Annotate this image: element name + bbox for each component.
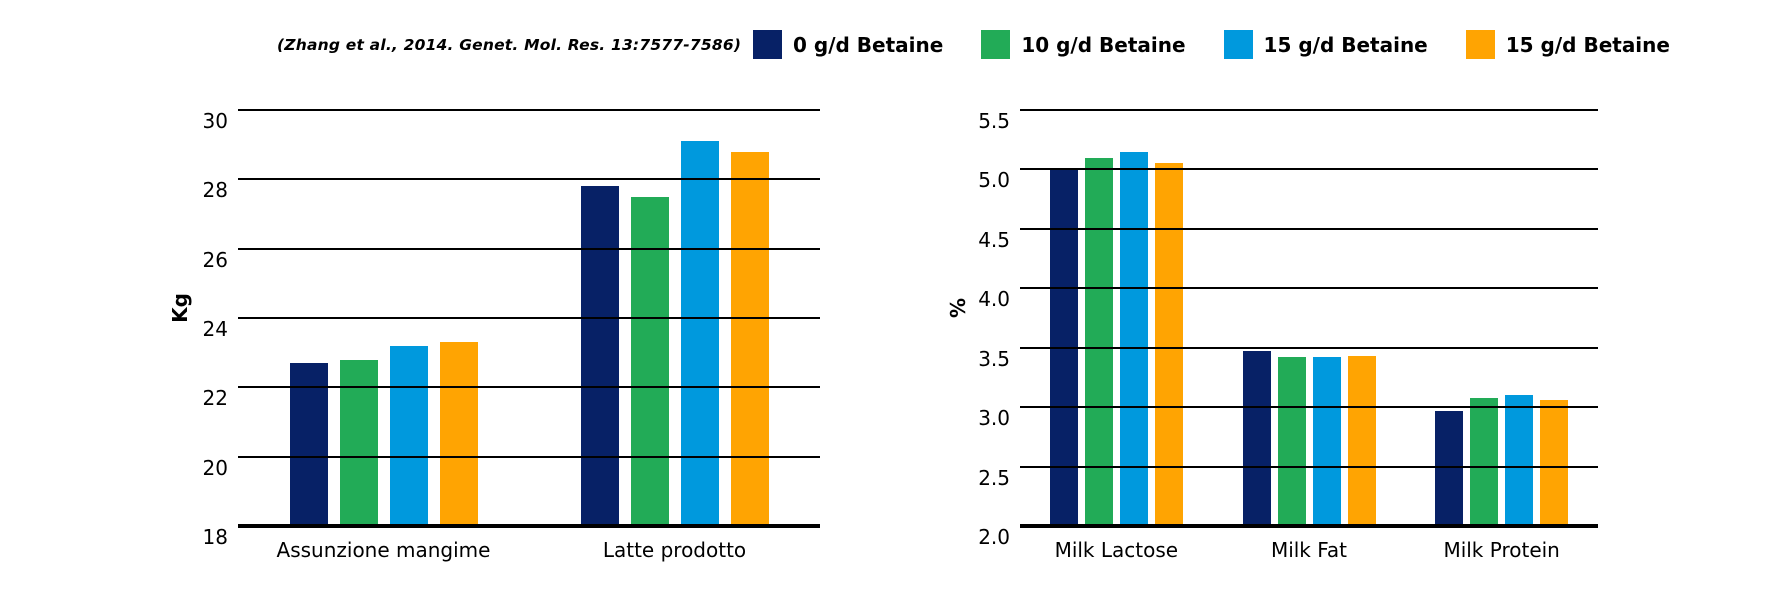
y-tick-label: 4.5 bbox=[978, 227, 1010, 252]
y-tick-label: 26 bbox=[202, 247, 228, 272]
y-axis-title: % bbox=[946, 297, 970, 319]
gridline bbox=[1020, 168, 1598, 171]
legend-label: 15 g/d Betaine bbox=[1505, 32, 1670, 57]
y-tick-label: 18 bbox=[202, 525, 228, 549]
bar bbox=[339, 359, 378, 526]
bar bbox=[1154, 163, 1183, 526]
gridline bbox=[1020, 406, 1598, 409]
y-tick-label: 28 bbox=[202, 178, 228, 203]
bar bbox=[730, 151, 769, 526]
bar bbox=[1505, 395, 1534, 526]
legend-label: 0 g/d Betaine bbox=[793, 32, 944, 57]
gridline bbox=[1020, 109, 1598, 111]
legend: 0 g/d Betaine 10 g/d Betaine 15 g/d Betain… bbox=[753, 30, 1670, 59]
gridline bbox=[1020, 227, 1598, 230]
category-label: Milk Protein bbox=[1443, 538, 1560, 562]
category-label: Latte prodotto bbox=[602, 538, 747, 562]
legend-color-swatch bbox=[981, 30, 1011, 59]
legend-item: 0 g/d Betaine bbox=[753, 30, 943, 59]
legend-color-swatch bbox=[753, 30, 782, 59]
legend-item: 15 g/d Betaine bbox=[1465, 30, 1670, 59]
legend-item: 15 g/d Betaine bbox=[1223, 30, 1428, 59]
legend-label: 15 g/d Betaine bbox=[1263, 32, 1428, 57]
gridline bbox=[1020, 465, 1598, 468]
gridline bbox=[238, 455, 820, 458]
bar bbox=[1119, 151, 1148, 526]
legend-color-swatch bbox=[1465, 30, 1495, 59]
category-label: Milk Fat bbox=[1270, 538, 1348, 562]
bar bbox=[1277, 357, 1306, 526]
bar bbox=[1540, 400, 1569, 526]
y-tick-label: 4.0 bbox=[978, 287, 1010, 312]
y-tick-label: 5.5 bbox=[978, 109, 1010, 133]
category-label: Milk Lactose bbox=[1054, 538, 1179, 562]
bar bbox=[630, 196, 669, 526]
gridline bbox=[238, 386, 820, 389]
y-tick-label: 24 bbox=[202, 317, 228, 341]
bar bbox=[680, 141, 719, 526]
gridline bbox=[1020, 346, 1598, 349]
bar bbox=[1470, 397, 1499, 526]
y-tick-label: 2.5 bbox=[978, 465, 1010, 490]
bar bbox=[1084, 157, 1113, 526]
bar bbox=[389, 345, 428, 526]
y-tick-label: 2.0 bbox=[978, 525, 1010, 549]
citation: (Zhang et al., 2014. Genet. Mol. Res. 13… bbox=[277, 36, 742, 54]
legend-color-swatch bbox=[1223, 30, 1253, 59]
bar bbox=[439, 342, 478, 526]
y-tick-label: 22 bbox=[202, 386, 228, 411]
y-tick-label: 20 bbox=[202, 455, 228, 480]
y-tick-label: 30 bbox=[202, 109, 228, 133]
x-axis-line bbox=[238, 524, 820, 528]
y-tick-label: 5.0 bbox=[978, 168, 1010, 193]
x-axis-line bbox=[1020, 524, 1598, 528]
bar bbox=[289, 363, 328, 526]
gridline bbox=[238, 109, 820, 111]
y-tick-label: 3.0 bbox=[978, 406, 1010, 431]
legend-label: 10 g/d Betaine bbox=[1021, 32, 1186, 57]
bar bbox=[1347, 356, 1376, 526]
y-tick-label: 3.5 bbox=[978, 346, 1010, 371]
bar bbox=[1312, 357, 1341, 526]
gridline bbox=[238, 247, 820, 250]
gridline bbox=[238, 178, 820, 181]
gridline bbox=[1020, 287, 1598, 290]
bar bbox=[580, 186, 619, 526]
legend-item: 10 g/d Betaine bbox=[981, 30, 1186, 59]
bar bbox=[1435, 410, 1464, 526]
category-label: Assunzione mangime bbox=[276, 538, 491, 562]
bar bbox=[1242, 351, 1271, 526]
gridline bbox=[238, 317, 820, 319]
y-axis-title: Kg bbox=[168, 293, 192, 323]
